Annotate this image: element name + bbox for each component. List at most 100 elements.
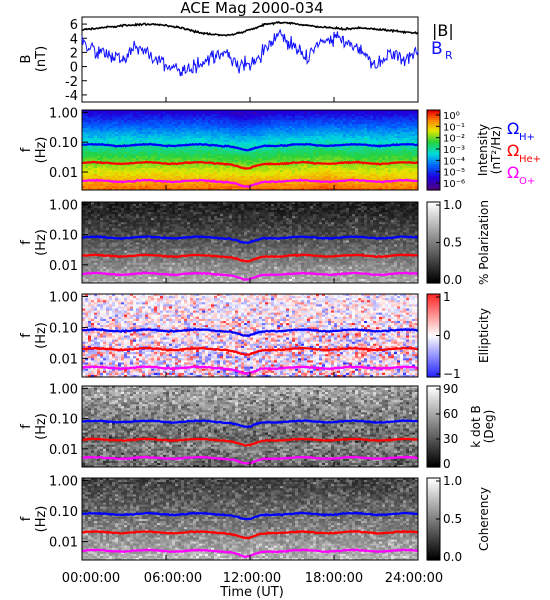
colorbar-tick-label: 10⁻³	[443, 145, 465, 156]
gyrofrequency-line-he-plus	[82, 437, 418, 447]
x-tick-label: 00:00:00	[62, 571, 120, 586]
x-tick-label: 12:00:00	[223, 571, 281, 586]
y-tick-label: 1.00	[49, 106, 78, 121]
colorbar-tick-label: −1	[443, 367, 461, 381]
colorbar-kdotb: 90 60 30 0 k dot B (Deg)	[426, 382, 496, 471]
y-tick-label: -4	[65, 89, 78, 104]
y-label-b-units: (nT)	[34, 46, 49, 72]
colorbar-tick-label: 90	[443, 382, 458, 396]
y-tick-label: 0.10	[49, 136, 78, 151]
line-radial-field	[81, 29, 419, 77]
colorbar-label: k dot B	[469, 405, 483, 447]
colorbar-label: (nT²/Hz)	[489, 126, 503, 174]
x-axis: 00:00:00 06:00:00 12:00:00 18:00:00 24:0…	[62, 571, 443, 600]
x-axis-label: Time (UT)	[219, 585, 284, 600]
y-label-hz: (Hz)	[34, 229, 49, 256]
y-tick-label: 1.00	[49, 474, 78, 489]
colorbar-tick-label: 10⁻⁵	[443, 168, 465, 179]
legend-total-field: |B|	[432, 21, 454, 40]
legend-omega-he-sub: He+	[519, 154, 541, 165]
y-tick-label: 1.00	[49, 290, 78, 305]
colorbar-tick-label: 0.0	[443, 273, 462, 287]
colorbar-tick-label: 10⁰	[443, 111, 460, 122]
gyrofrequency-line-he-plus	[82, 529, 418, 540]
colorbar-tick-label: 1.0	[443, 474, 462, 488]
y-tick-label: 0.01	[49, 443, 78, 458]
spectrogram-polarization	[82, 202, 418, 283]
spectrogram-coherency	[82, 478, 418, 560]
legend-omega-h-sub: H+	[519, 132, 535, 143]
colorbar-coherency: 1.0 0.5 0.0 Coherency	[426, 474, 491, 564]
colorbar-label: Intensity	[476, 124, 490, 176]
y-tick-label: 0.01	[49, 259, 78, 274]
spectrogram-panels: 1.000.100.01f (Hz)10⁰10⁻¹10⁻²10⁻³10⁻⁴10⁻⁵…	[19, 106, 503, 564]
panel-intensity: 1.00 0.10 0.01 f (Hz) 10⁰10⁻¹10⁻²10⁻³10⁻⁴10⁻⁵…	[19, 106, 503, 191]
y-tick-label: 6	[70, 18, 78, 33]
spectrogram-ellipticity	[82, 294, 418, 377]
y-tick-label: 2	[70, 46, 78, 61]
y-tick-label: 0.01	[49, 536, 78, 551]
colorbar-tick-label: 10⁻⁴	[443, 156, 465, 167]
panel-kdotb: 1.00 0.10 0.01 f (Hz) 90 60 30 0 k dot B (Deg)	[19, 382, 496, 471]
line-total-field	[81, 20, 419, 37]
y-tick-label: -2	[65, 75, 78, 90]
colorbar-polarization: 1.0 0.5 0.0 % Polarization	[426, 198, 491, 287]
gyrofrequency-line-he-plus	[82, 253, 418, 263]
gyrofrequency-legend: Ω H+ Ω He+ Ω O+	[507, 119, 541, 187]
legend-omega-o-sub: O+	[519, 176, 535, 187]
legend-omega-he: Ω	[507, 141, 519, 160]
colorbar-tick-label: 30	[443, 432, 458, 446]
y-tick-label: 1.00	[49, 198, 78, 213]
colorbar-tick-label: 1	[443, 290, 451, 304]
x-tick-label: 06:00:00	[144, 571, 202, 586]
colorbar-tick-label: 0	[443, 457, 451, 471]
colorbar-tick-label: 10⁻¹	[443, 122, 465, 133]
panel-coherency: 1.00 0.10 0.01 f (Hz) 1.0 0.5 0.0 Coherency	[19, 474, 491, 564]
spectrogram-intensity	[82, 110, 418, 190]
y-tick-label: 0.10	[49, 321, 78, 336]
y-tick-label: 0.01	[49, 166, 78, 181]
chart-title: ACE Mag 2000-034	[180, 0, 323, 17]
legend-radial-field: B	[431, 39, 443, 59]
gyrofrequency-line-h-plus	[82, 142, 418, 152]
y-label-f: f	[19, 424, 34, 429]
y-label-f: f	[19, 516, 34, 521]
y-label-hz: (Hz)	[34, 413, 49, 440]
colorbar-tick-label: 0.5	[443, 512, 462, 526]
panel-ellipticity: 1.00 0.10 0.01 f (Hz) 1 0 −1 Ellipticity	[19, 290, 491, 381]
y-label-b: B	[19, 55, 34, 64]
colorbar-ellipticity: 1 0 −1 Ellipticity	[426, 290, 491, 381]
y-tick-label: 0	[70, 61, 78, 76]
y-label-f: f	[19, 240, 34, 245]
legend-omega-h: Ω	[507, 119, 519, 138]
gyrofrequency-line-h-plus	[82, 235, 418, 245]
y-tick-label: 0.10	[49, 413, 78, 428]
colorbar-label: Coherency	[477, 487, 491, 551]
y-label-hz: (Hz)	[34, 506, 49, 533]
legend-omega-o: Ω	[507, 163, 519, 182]
colorbar-label: % Polarization	[477, 200, 491, 285]
colorbar-label: (Deg)	[482, 410, 496, 444]
y-label-f: f	[19, 333, 34, 338]
y-label-hz: (Hz)	[34, 137, 49, 164]
x-tick-label: 24:00:00	[385, 571, 443, 586]
colorbar-tick-label: 1.0	[443, 198, 462, 212]
gyrofrequency-line-he-plus	[82, 346, 418, 357]
spectrogram-kdotb	[82, 386, 418, 467]
plot-frame-0	[81, 16, 419, 103]
gyrofrequency-line-h-plus	[82, 511, 418, 521]
colorbar-tick-label: 0.5	[443, 236, 462, 250]
y-tick-label: 0.10	[49, 505, 78, 520]
y-tick-label: 4	[70, 32, 78, 47]
colorbar-label: Ellipticity	[477, 308, 491, 363]
x-tick-label: 18:00:00	[305, 571, 363, 586]
gyrofrequency-line-h-plus	[82, 418, 418, 429]
gyrofrequency-line-h-plus	[82, 327, 418, 337]
y-label-hz: (Hz)	[34, 322, 49, 349]
y-tick-label: 0.10	[49, 229, 78, 244]
colorbar-tick-label: 0.0	[443, 550, 462, 564]
colorbar-tick-label: 0	[443, 329, 451, 343]
panel-polarization: 1.00 0.10 0.01 f (Hz) 1.0 0.5 0.0 % Polarization	[19, 198, 491, 287]
y-tick-label: 1.00	[49, 382, 78, 397]
